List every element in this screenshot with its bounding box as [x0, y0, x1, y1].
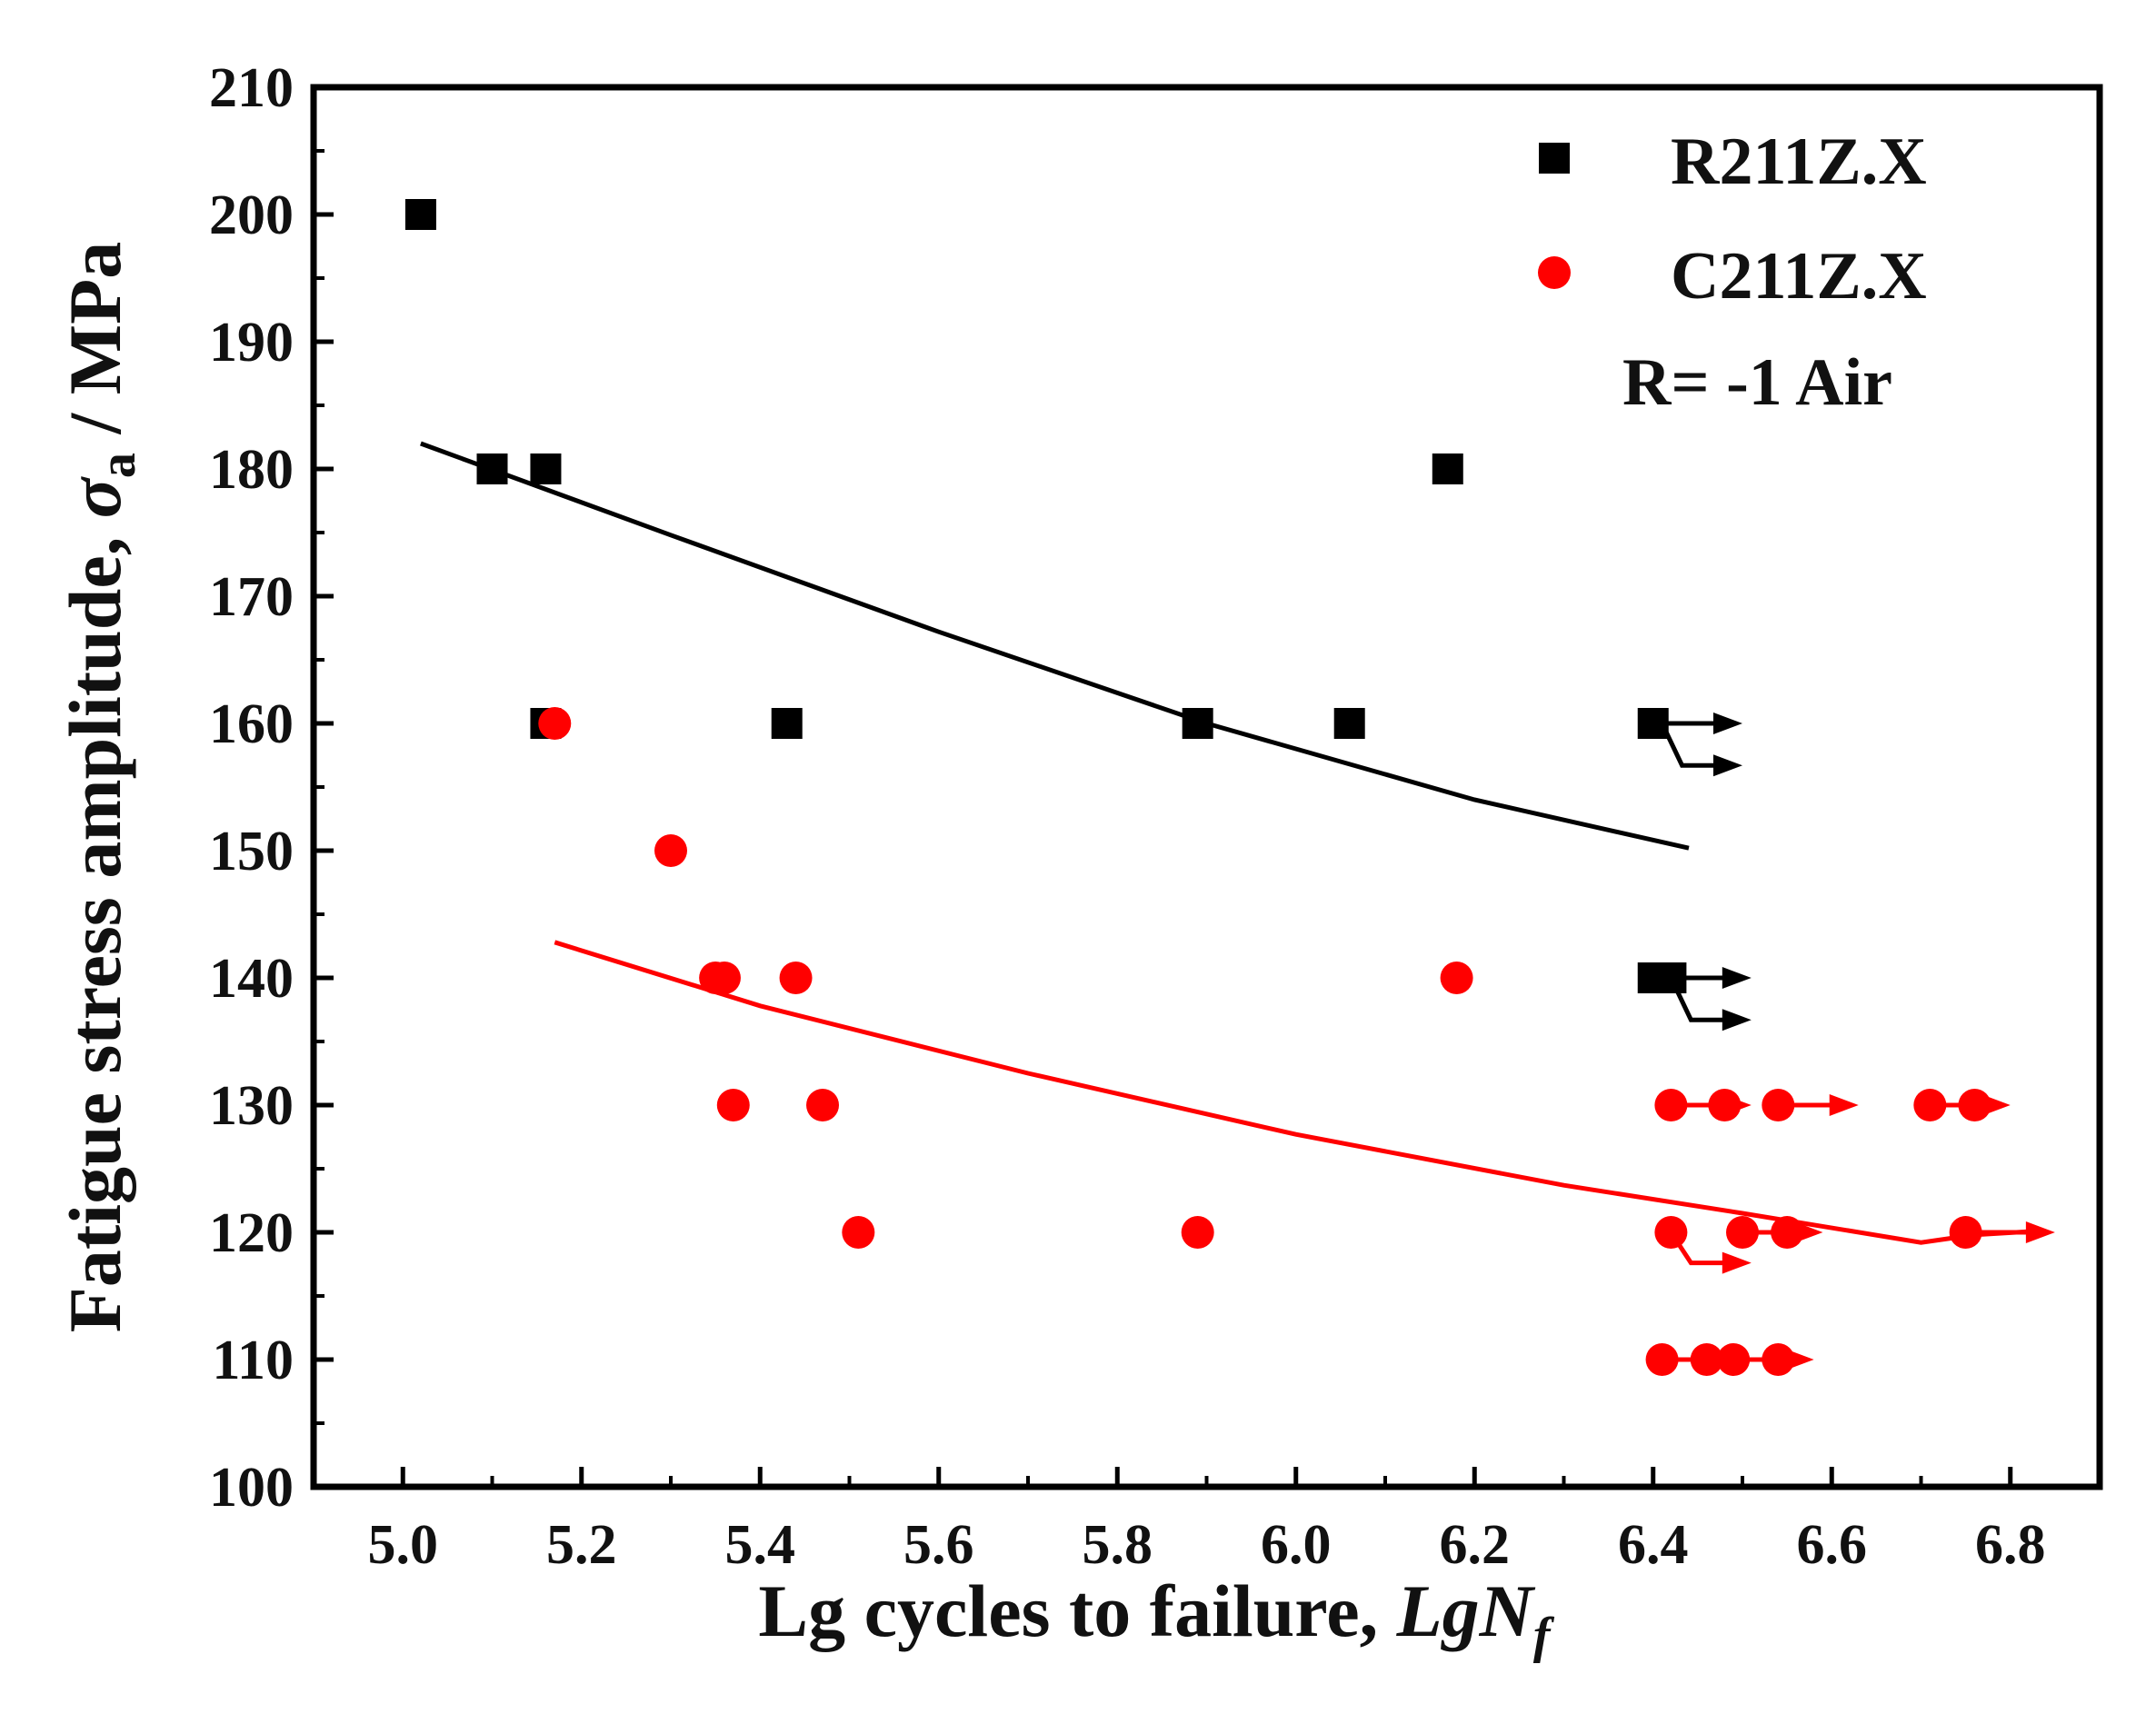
y-tick-label: 210 — [209, 57, 294, 119]
y-axis-ticks: 100 110 120 130 140 150 160 170 180 190 200 210 — [209, 57, 334, 1519]
data-point-c211zx — [1717, 1343, 1751, 1376]
x-tick-label: 5.4 — [725, 1514, 796, 1576]
y-tick-label: 160 — [209, 693, 294, 755]
legend-marker-c211zx — [1538, 256, 1571, 289]
x-tick-label: 6.8 — [1975, 1514, 2046, 1576]
data-point-r211zx — [530, 453, 562, 484]
data-point-c211zx — [779, 962, 813, 994]
y-axis-title: Fatigue stress amplitude, σa / MPa — [54, 242, 146, 1332]
legend-label-r211zx: R211Z.X — [1671, 125, 1927, 199]
data-point-c211zx — [1708, 1089, 1742, 1121]
data-point-r211zx — [1182, 708, 1213, 739]
data-point-c211zx — [1949, 1216, 1982, 1249]
data-point-r211zx — [1655, 962, 1687, 993]
legend-marker-r211zx — [1539, 143, 1570, 174]
legend-label-c211zx: C211Z.X — [1671, 239, 1927, 314]
x-tick-label: 5.0 — [368, 1514, 439, 1576]
runout-arrows — [1660, 713, 2055, 1370]
runout-arrow — [1974, 1221, 2055, 1243]
data-point-c211zx — [1726, 1216, 1759, 1249]
y-tick-label: 100 — [209, 1457, 294, 1519]
y-tick-label: 180 — [209, 439, 294, 501]
runout-arrow — [1662, 713, 1742, 734]
data-point-c211zx — [1958, 1089, 1991, 1121]
test-condition-label: R= -1 Air — [1622, 345, 1892, 420]
data-point-c211zx — [1762, 1343, 1795, 1376]
y-tick-label: 110 — [212, 1330, 294, 1391]
data-point-r211zx — [771, 708, 803, 739]
data-point-c211zx — [707, 962, 741, 994]
y-tick-label: 140 — [209, 948, 294, 1010]
data-point-c211zx — [1440, 962, 1473, 994]
legend: R211Z.X C211Z.X R= -1 Air — [1538, 125, 1927, 420]
data-point-c211zx — [654, 834, 687, 867]
data-point-c211zx — [716, 1089, 750, 1121]
y-tick-label: 120 — [209, 1202, 294, 1264]
data-point-c211zx — [806, 1089, 840, 1121]
data-point-r211zx — [476, 453, 508, 484]
data-markers — [404, 199, 1991, 1376]
data-point-c211zx — [1771, 1216, 1804, 1249]
data-point-c211zx — [842, 1216, 875, 1249]
x-tick-label: 5.6 — [903, 1514, 974, 1576]
y-tick-label: 130 — [209, 1075, 294, 1137]
x-tick-label: 6.6 — [1797, 1514, 1868, 1576]
data-point-c211zx — [1645, 1343, 1679, 1376]
fit-line-c211zx — [554, 940, 2038, 1245]
data-point-c211zx — [1654, 1216, 1688, 1249]
runout-arrow — [1660, 722, 1742, 777]
data-point-c211zx — [1690, 1343, 1723, 1376]
y-tick-label: 200 — [209, 184, 294, 246]
y-tick-label: 190 — [209, 312, 294, 374]
data-point-c211zx — [1181, 1216, 1214, 1249]
x-tick-label: 5.8 — [1083, 1514, 1153, 1576]
data-point-r211zx — [1333, 708, 1365, 739]
fit-line-r211zx — [420, 441, 1690, 851]
data-point-r211zx — [1432, 453, 1463, 484]
x-tick-label: 6.0 — [1261, 1514, 1332, 1576]
x-tick-label: 6.2 — [1440, 1514, 1511, 1576]
x-tick-label: 5.2 — [546, 1514, 617, 1576]
x-axis-title: Lg cycles to failure, LgNf — [758, 1570, 1554, 1664]
x-tick-label: 6.4 — [1618, 1514, 1689, 1576]
data-point-r211zx — [404, 199, 436, 230]
data-point-c211zx — [1654, 1089, 1688, 1121]
y-tick-label: 170 — [209, 566, 294, 628]
data-point-r211zx — [1637, 708, 1669, 739]
y-tick-label: 150 — [209, 821, 294, 882]
x-axis-ticks: 5.0 5.2 5.4 5.6 5.8 6.0 6.2 6.4 6.6 6.8 — [368, 1467, 2046, 1576]
data-point-c211zx — [1913, 1089, 1947, 1121]
data-point-c211zx — [1762, 1089, 1795, 1121]
data-point-c211zx — [538, 707, 572, 740]
